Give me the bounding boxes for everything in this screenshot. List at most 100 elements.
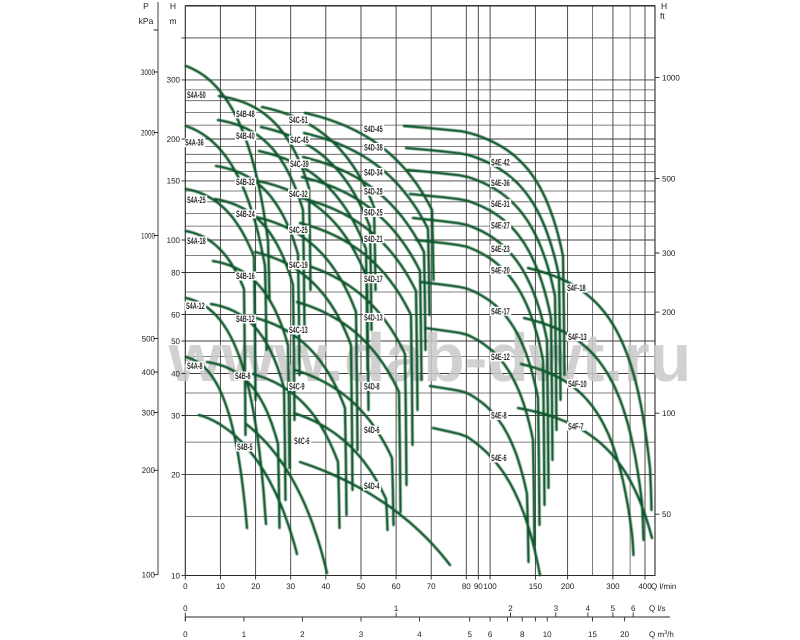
svg-text:200: 200: [561, 582, 575, 591]
svg-text:S4E-23: S4E-23: [491, 244, 510, 254]
svg-text:S4A-25: S4A-25: [187, 195, 206, 205]
svg-text:1: 1: [394, 604, 399, 613]
svg-text:S4B-16: S4B-16: [236, 271, 255, 281]
svg-text:S4C-39: S4C-39: [290, 159, 309, 169]
svg-text:S4E-6: S4E-6: [491, 453, 507, 463]
svg-text:S4C-19: S4C-19: [289, 260, 308, 270]
svg-text:S4C-9: S4C-9: [289, 382, 305, 392]
svg-text:S4D-6: S4D-6: [364, 425, 380, 435]
svg-text:50: 50: [357, 582, 366, 591]
svg-text:S4D-8: S4D-8: [364, 382, 380, 392]
svg-text:H: H: [170, 1, 176, 11]
svg-text:1000: 1000: [662, 73, 680, 82]
svg-text:0: 0: [183, 604, 188, 613]
svg-text:3: 3: [554, 604, 559, 613]
svg-text:S4D-4: S4D-4: [364, 481, 380, 491]
svg-text:40: 40: [321, 582, 330, 591]
svg-text:S4E-8: S4E-8: [491, 411, 507, 421]
svg-text:m: m: [169, 16, 176, 26]
svg-text:Q l/min: Q l/min: [651, 582, 676, 591]
svg-text:S4C-51: S4C-51: [289, 115, 308, 125]
svg-text:300: 300: [167, 76, 181, 85]
svg-text:50: 50: [171, 337, 180, 346]
svg-text:S4E-36: S4E-36: [491, 178, 510, 188]
svg-text:3: 3: [359, 630, 364, 639]
svg-text:S4B-32: S4B-32: [236, 177, 255, 187]
svg-text:200: 200: [142, 466, 156, 475]
svg-text:S4B-40: S4B-40: [236, 131, 255, 141]
svg-text:S4E-31: S4E-31: [491, 199, 510, 209]
svg-text:200: 200: [167, 135, 181, 144]
svg-text:S4B-48: S4B-48: [236, 109, 255, 119]
svg-text:2: 2: [300, 630, 305, 639]
svg-text:S4D-21: S4D-21: [364, 234, 383, 244]
svg-text:10: 10: [171, 571, 180, 580]
svg-text:500: 500: [142, 334, 156, 343]
svg-text:S4A-18: S4A-18: [187, 236, 206, 246]
svg-text:150: 150: [529, 582, 543, 591]
svg-text:S4A-12: S4A-12: [186, 301, 205, 311]
svg-text:S4D-34: S4D-34: [364, 168, 383, 178]
svg-text:400: 400: [638, 582, 652, 591]
svg-text:10: 10: [216, 582, 225, 591]
svg-text:80: 80: [462, 582, 471, 591]
svg-text:S4F-13: S4F-13: [568, 332, 587, 342]
svg-text:Q m3/h: Q m3/h: [649, 630, 674, 639]
svg-text:0: 0: [183, 582, 188, 591]
svg-text:S4D-45: S4D-45: [364, 124, 383, 134]
svg-text:S4C-13: S4C-13: [289, 325, 308, 335]
svg-text:S4A-8: S4A-8: [187, 361, 203, 371]
svg-text:S4B-12: S4B-12: [236, 314, 255, 324]
svg-text:70: 70: [427, 582, 436, 591]
svg-text:300: 300: [606, 582, 620, 591]
svg-text:20: 20: [251, 582, 260, 591]
svg-text:S4D-29: S4D-29: [364, 187, 383, 197]
svg-text:H: H: [661, 1, 667, 11]
svg-text:S4C-25: S4C-25: [289, 225, 308, 235]
svg-text:20: 20: [620, 630, 629, 639]
svg-text:6: 6: [488, 630, 493, 639]
svg-text:2: 2: [508, 604, 513, 613]
svg-text:100: 100: [167, 236, 181, 245]
svg-text:100: 100: [142, 571, 156, 580]
svg-text:30: 30: [286, 582, 295, 591]
svg-text:S4D-17: S4D-17: [364, 274, 383, 284]
svg-text:S4E-17: S4E-17: [491, 307, 510, 317]
svg-text:S4E-42: S4E-42: [491, 158, 510, 168]
svg-text:50: 50: [662, 510, 671, 519]
svg-text:ft: ft: [660, 11, 665, 21]
svg-text:60: 60: [392, 582, 401, 591]
svg-text:10: 10: [543, 630, 552, 639]
svg-text:S4B-8: S4B-8: [235, 371, 251, 381]
svg-text:S4D-38: S4D-38: [364, 143, 383, 153]
svg-text:S4A-36: S4A-36: [185, 138, 204, 148]
svg-text:0: 0: [183, 630, 188, 639]
svg-text:S4D-13: S4D-13: [364, 313, 383, 323]
svg-text:S4E-12: S4E-12: [491, 352, 510, 362]
svg-text:2000: 2000: [141, 128, 155, 137]
svg-text:S4B-5: S4B-5: [237, 442, 253, 452]
svg-text:S4C-45: S4C-45: [290, 135, 309, 145]
svg-text:90: 90: [474, 582, 483, 591]
svg-text:5: 5: [611, 604, 616, 613]
svg-text:S4E-27: S4E-27: [491, 220, 510, 230]
svg-text:500: 500: [662, 174, 676, 183]
svg-text:400: 400: [142, 368, 156, 377]
svg-text:S4A-50: S4A-50: [187, 90, 206, 100]
svg-text:S4C-32: S4C-32: [289, 189, 308, 199]
svg-text:P: P: [143, 1, 149, 11]
svg-text:S4C-6: S4C-6: [294, 436, 310, 446]
svg-text:1: 1: [242, 630, 247, 639]
svg-text:S4F-10: S4F-10: [568, 379, 587, 389]
svg-text:15: 15: [588, 630, 597, 639]
svg-text:5: 5: [467, 630, 472, 639]
svg-text:30: 30: [171, 411, 180, 420]
svg-text:S4F-7: S4F-7: [568, 421, 584, 431]
svg-text:4: 4: [417, 630, 422, 639]
svg-text:S4B-24: S4B-24: [236, 209, 255, 219]
svg-text:80: 80: [171, 268, 180, 277]
svg-text:300: 300: [662, 249, 676, 258]
svg-text:150: 150: [167, 177, 181, 186]
svg-text:1000: 1000: [141, 231, 155, 240]
svg-text:60: 60: [171, 310, 180, 319]
